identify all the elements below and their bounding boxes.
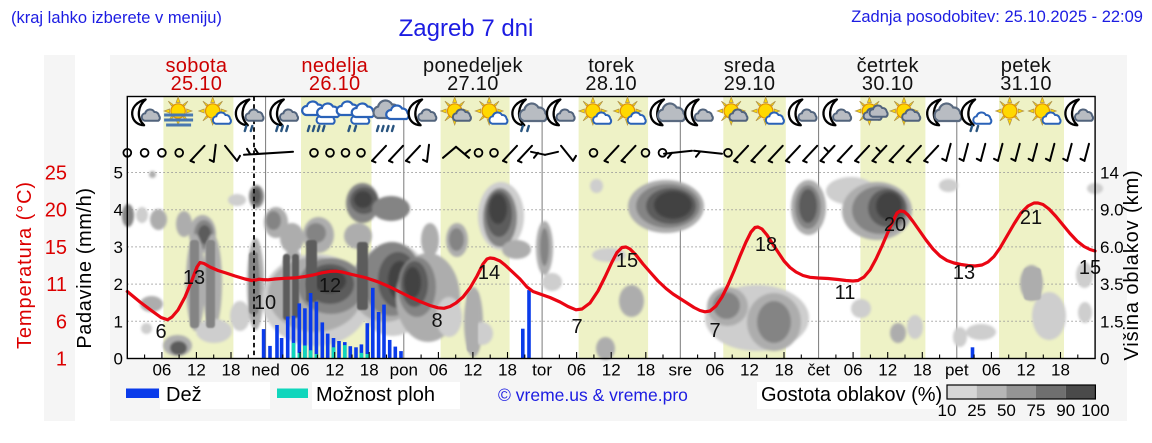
svg-text:3: 3 [114,238,123,257]
svg-text:15: 15 [616,250,638,272]
svg-text:25.10: 25.10 [171,73,223,95]
svg-text:06: 06 [982,361,1001,380]
svg-text:26.10: 26.10 [309,73,361,95]
svg-text:0: 0 [114,350,123,369]
svg-text:90: 90 [1056,401,1075,420]
svg-text:18: 18 [755,234,777,256]
svg-text:12: 12 [187,361,206,380]
svg-text:12: 12 [602,361,621,380]
svg-text:15: 15 [1079,257,1101,279]
svg-text:2: 2 [114,275,123,294]
svg-text:9.0: 9.0 [1100,201,1124,220]
svg-text:14: 14 [478,262,500,284]
svg-text:14: 14 [1100,164,1119,183]
svg-text:sreda: sreda [724,55,776,77]
svg-text:6.0: 6.0 [1100,238,1124,257]
svg-text:10: 10 [254,292,276,314]
svg-text:pon: pon [390,361,418,380]
svg-text:11: 11 [46,274,67,296]
svg-text:12: 12 [878,361,897,380]
svg-text:ponedeljek: ponedeljek [423,55,523,77]
svg-text:18: 18 [498,361,517,380]
svg-text:pet: pet [945,361,969,380]
svg-text:18: 18 [636,361,655,380]
svg-text:1: 1 [114,312,123,331]
svg-text:5: 5 [114,164,123,183]
svg-text:06: 06 [567,361,586,380]
svg-text:30.10: 30.10 [862,73,914,95]
svg-text:Možnost ploh: Možnost ploh [316,384,435,406]
svg-text:18: 18 [222,361,241,380]
svg-text:Zadnja posodobitev: 25.10.2025: Zadnja posodobitev: 25.10.2025 - 22:09 [851,8,1143,26]
svg-text:06: 06 [291,361,310,380]
svg-text:1.5: 1.5 [1100,312,1124,331]
svg-text:06: 06 [705,361,724,380]
svg-text:13: 13 [183,267,205,289]
svg-text:06: 06 [844,361,863,380]
svg-text:12: 12 [463,361,482,380]
svg-text:Temperatura (°C): Temperatura (°C) [14,181,36,349]
svg-text:31.10: 31.10 [1000,73,1052,95]
svg-text:(kraj lahko izberete v meniju): (kraj lahko izberete v meniju) [11,9,222,27]
svg-text:15: 15 [45,237,67,259]
svg-text:12: 12 [319,275,341,297]
svg-text:6: 6 [155,321,166,343]
svg-text:12: 12 [325,361,344,380]
svg-text:28.10: 28.10 [585,73,637,95]
svg-text:sre: sre [668,361,692,380]
svg-text:18: 18 [775,361,794,380]
svg-text:tor: tor [532,361,552,380]
svg-text:1: 1 [56,349,67,371]
svg-text:20: 20 [45,200,67,222]
svg-text:18: 18 [360,361,379,380]
svg-text:sobota: sobota [165,55,227,77]
svg-text:06: 06 [152,361,171,380]
svg-text:petek: petek [1001,55,1052,77]
svg-text:Padavine (mm/h): Padavine (mm/h) [74,187,96,348]
svg-text:© vreme.us & vreme.pro: © vreme.us & vreme.pro [498,385,688,405]
svg-text:21: 21 [1020,207,1042,229]
svg-text:25: 25 [45,163,67,185]
svg-text:6: 6 [56,311,67,333]
svg-text:10: 10 [938,401,957,420]
svg-text:nedelja: nedelja [301,55,368,77]
svg-text:100: 100 [1081,401,1109,420]
svg-text:50: 50 [997,401,1016,420]
svg-text:29.10: 29.10 [724,73,776,95]
svg-text:7: 7 [571,316,582,338]
svg-text:18: 18 [913,361,932,380]
svg-text:Zagreb 7 dni: Zagreb 7 dni [399,15,534,42]
svg-text:06: 06 [429,361,448,380]
svg-text:11: 11 [835,282,856,304]
svg-text:četrtek: četrtek [857,55,920,77]
svg-text:20: 20 [884,214,906,236]
svg-text:0: 0 [1100,350,1109,369]
svg-text:torek: torek [588,55,635,77]
svg-text:12: 12 [1017,361,1036,380]
svg-text:8: 8 [431,310,442,332]
svg-text:4: 4 [114,201,123,220]
svg-text:18: 18 [1051,361,1070,380]
svg-text:12: 12 [740,361,759,380]
svg-text:7: 7 [709,320,720,342]
svg-text:Gostota oblakov (%): Gostota oblakov (%) [761,384,942,406]
svg-text:3.5: 3.5 [1100,275,1124,294]
svg-text:ned: ned [251,361,279,380]
svg-text:75: 75 [1027,401,1046,420]
svg-text:13: 13 [953,262,975,284]
svg-text:25: 25 [967,401,986,420]
svg-text:Dež: Dež [166,384,202,406]
svg-text:čet: čet [807,361,830,380]
svg-text:Višina oblakov (km): Višina oblakov (km) [1121,169,1143,360]
svg-text:27.10: 27.10 [447,73,499,95]
